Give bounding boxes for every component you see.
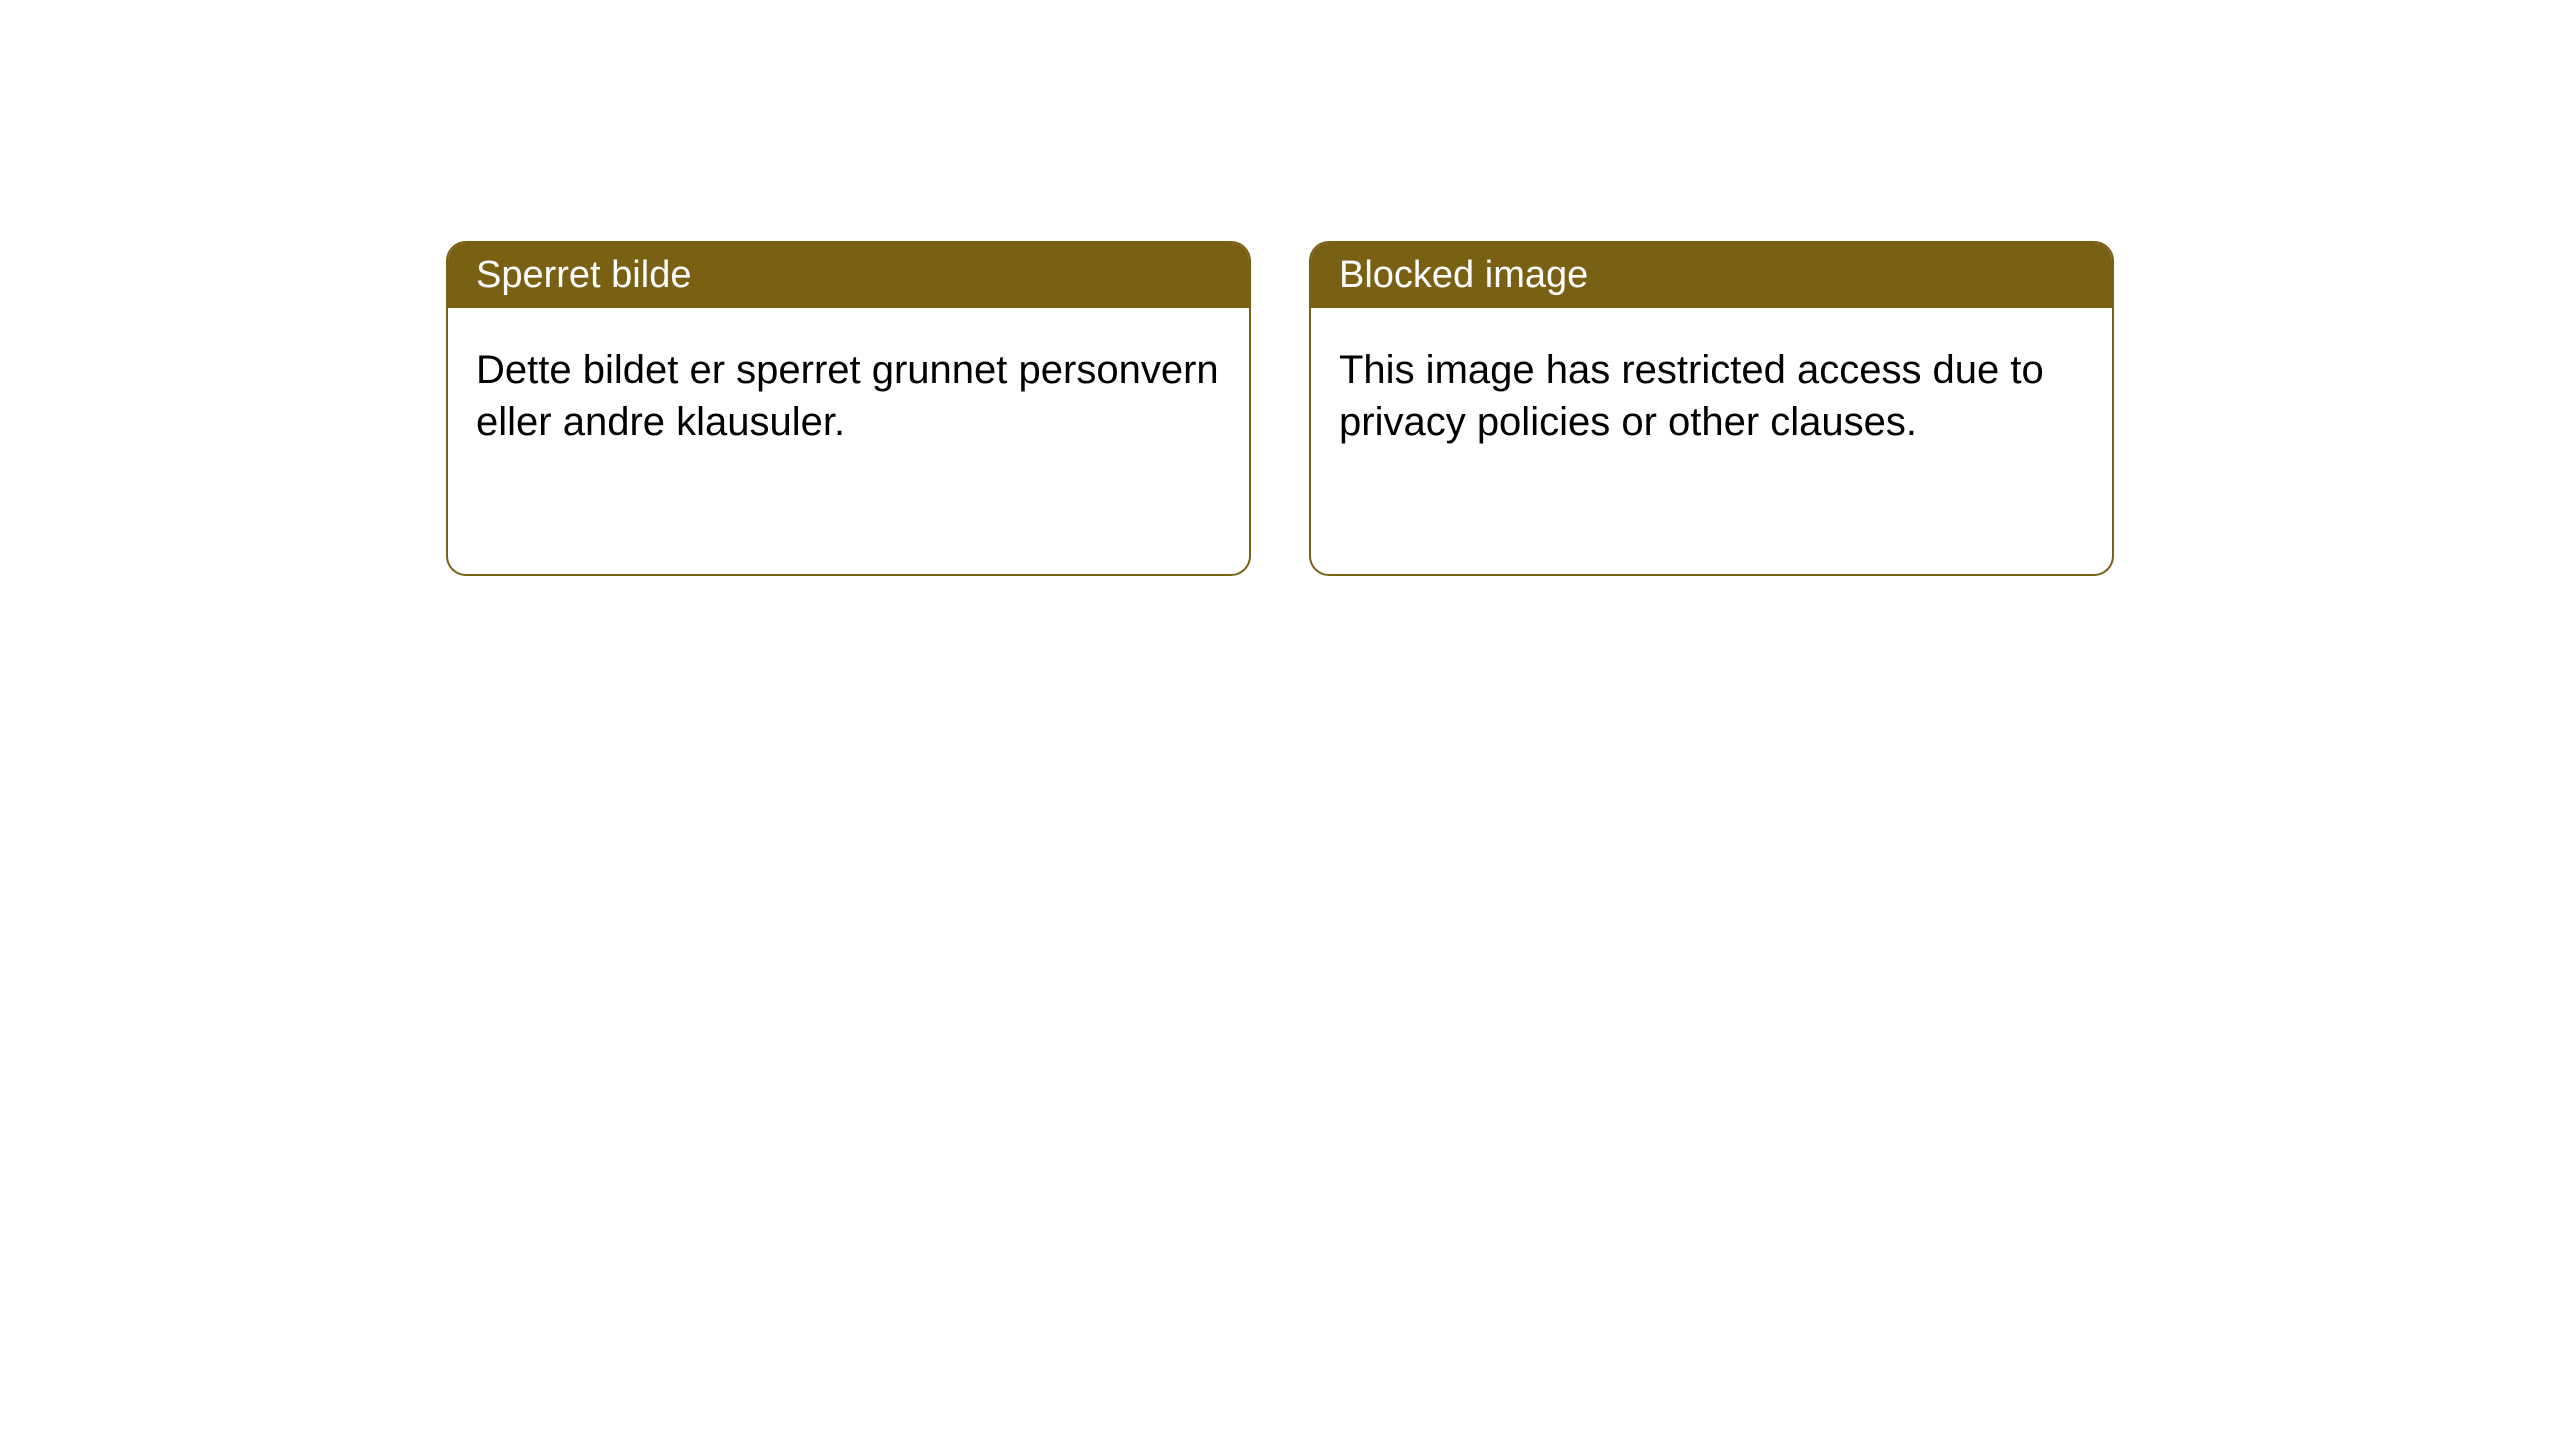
card-body-english: This image has restricted access due to … — [1311, 308, 2112, 484]
card-title-english: Blocked image — [1311, 243, 2112, 308]
card-body-norwegian: Dette bildet er sperret grunnet personve… — [448, 308, 1249, 484]
notice-card-english: Blocked image This image has restricted … — [1309, 241, 2114, 576]
notice-card-norwegian: Sperret bilde Dette bildet er sperret gr… — [446, 241, 1251, 576]
notice-cards-container: Sperret bilde Dette bildet er sperret gr… — [0, 0, 2560, 576]
card-title-norwegian: Sperret bilde — [448, 243, 1249, 308]
